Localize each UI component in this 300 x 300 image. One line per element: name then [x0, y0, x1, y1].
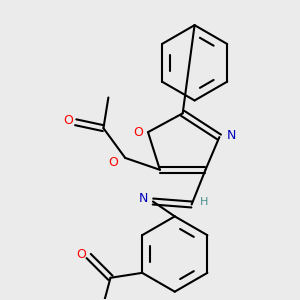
Text: O: O [63, 114, 73, 127]
Text: H: H [200, 196, 209, 206]
Text: N: N [226, 129, 236, 142]
Text: N: N [138, 192, 148, 205]
Text: O: O [133, 126, 143, 139]
Text: O: O [76, 248, 86, 260]
Text: O: O [108, 156, 118, 170]
